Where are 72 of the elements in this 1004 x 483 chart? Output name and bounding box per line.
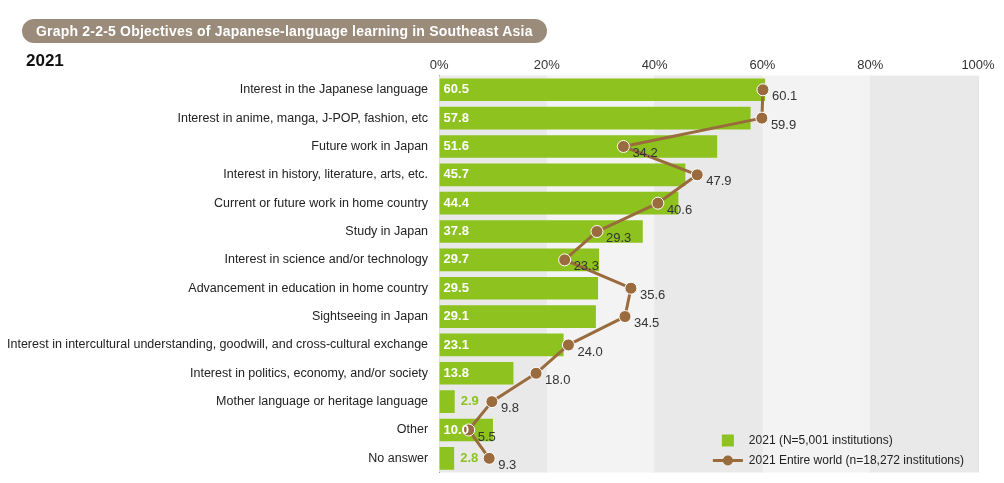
point	[482, 451, 496, 465]
y-tick-label: Other	[396, 422, 429, 437]
x-tick-label: 40%	[641, 57, 669, 73]
data-label: 2.8	[460, 449, 479, 465]
bar	[439, 163, 686, 187]
y-tick-label: No answer	[368, 450, 429, 465]
point	[651, 196, 665, 210]
y-tick-label: Advancement in education in home country	[188, 280, 429, 295]
data-label: 13.8	[443, 364, 469, 380]
y-tick-label: Future work in Japan	[311, 138, 429, 153]
y-tick-label: Interest in intercultural understanding, goodwill, and cross-cultural exchange	[6, 337, 429, 352]
bar	[439, 106, 751, 130]
bar	[439, 305, 596, 328]
y-tick-label: Interest in science and/or technology	[224, 252, 429, 267]
bar	[439, 276, 599, 300]
point	[618, 310, 632, 324]
point	[616, 139, 630, 153]
bar	[439, 446, 455, 470]
legend-label: 2021 Entire world (n=18,272 institutions)	[748, 452, 965, 467]
data-label: 23.1	[443, 336, 469, 352]
y-tick-label: Interest in the Japanese language	[239, 82, 429, 97]
data-label: 44.4	[443, 194, 470, 210]
x-tick-label: 100%	[961, 57, 996, 73]
data-label: 47.9	[706, 173, 732, 189]
data-label: 35.6	[639, 286, 666, 302]
x-tick-label: 80%	[857, 57, 884, 73]
data-label: 9.3	[498, 456, 517, 472]
data-label: 29.3	[605, 230, 632, 246]
data-label: 9.8	[500, 400, 519, 416]
y-tick-label: Current or future work in home country	[214, 195, 429, 210]
data-label: 34.5	[634, 315, 660, 331]
point	[529, 366, 543, 380]
x-tick-label: 0%	[429, 57, 449, 73]
point	[561, 338, 575, 352]
data-label: 57.8	[443, 109, 469, 125]
y-tick-label: Interest in politics, economy, and/or society	[189, 365, 429, 380]
data-label: 60.1	[771, 88, 798, 104]
bar	[439, 220, 643, 243]
y-tick-label: Sightseeing in Japan	[312, 309, 429, 324]
point	[558, 253, 572, 267]
bar	[439, 390, 455, 413]
data-label: 29.1	[443, 308, 469, 324]
data-label: 29.5	[443, 279, 469, 295]
data-label: 45.7	[443, 166, 469, 182]
bar	[439, 361, 514, 385]
point	[755, 111, 769, 125]
point	[624, 281, 638, 295]
x-tick-label: 60%	[749, 57, 776, 73]
data-label: 37.8	[443, 223, 469, 239]
bar	[439, 135, 718, 158]
data-label: 60.5	[443, 81, 469, 97]
point	[590, 225, 604, 239]
bar	[439, 78, 766, 102]
point	[485, 395, 499, 409]
legend-label: 2021 (N=5,001 institutions)	[748, 432, 893, 447]
data-label: 24.0	[577, 343, 603, 359]
y-tick-label: Study in Japan	[345, 223, 429, 238]
point	[756, 83, 770, 97]
data-label: 59.9	[770, 116, 797, 132]
y-tick-label: Interest in history, literature, arts, etc.	[223, 167, 429, 182]
data-label: 18.0	[545, 371, 571, 387]
data-label: 2.9	[460, 393, 479, 409]
y-tick-label: Interest in anime, manga, J-POP, fashion, etc	[177, 110, 429, 125]
y-tick-label: Mother language or heritage language	[216, 394, 429, 409]
text: 2021	[26, 51, 64, 71]
text: Graph 2-2-5 Objectives of Japanese-language learning in Southeast Asia	[22, 19, 547, 43]
data-label: 29.7	[443, 251, 469, 267]
data-label: 10.0	[443, 421, 469, 437]
bar	[439, 333, 564, 357]
data-label: 51.6	[443, 138, 469, 154]
x-tick-label: 20%	[533, 57, 561, 73]
point	[690, 168, 704, 182]
